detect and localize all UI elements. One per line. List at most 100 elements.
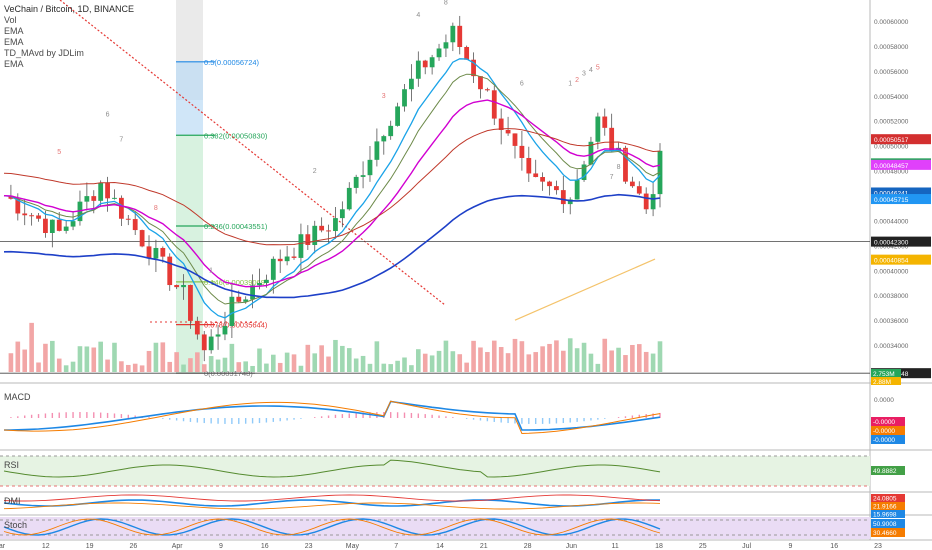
- candle-up[interactable]: [284, 256, 290, 262]
- candle-down[interactable]: [602, 116, 608, 128]
- candle-up[interactable]: [257, 283, 262, 286]
- candle-up[interactable]: [415, 60, 421, 79]
- candle-up[interactable]: [374, 141, 380, 160]
- candle-down[interactable]: [236, 296, 242, 302]
- candle-down[interactable]: [36, 215, 41, 219]
- candle-up[interactable]: [443, 42, 449, 49]
- candle-down[interactable]: [319, 225, 325, 231]
- candle-up[interactable]: [298, 234, 304, 258]
- candle-up[interactable]: [98, 183, 104, 201]
- candle-down[interactable]: [194, 320, 200, 335]
- candle-down[interactable]: [554, 186, 559, 191]
- legend-ema-3[interactable]: EMA: [4, 59, 24, 69]
- candle-up[interactable]: [595, 116, 601, 142]
- candle-down[interactable]: [125, 218, 131, 220]
- candle-up[interactable]: [339, 209, 345, 219]
- candle-down[interactable]: [526, 157, 532, 174]
- candle-down[interactable]: [540, 177, 546, 182]
- candle-up[interactable]: [581, 164, 587, 180]
- candle-up[interactable]: [360, 175, 366, 177]
- candle-down[interactable]: [29, 215, 35, 217]
- candle-down[interactable]: [636, 186, 642, 194]
- candle-down[interactable]: [560, 190, 566, 205]
- candle-up[interactable]: [153, 247, 159, 259]
- candle-down[interactable]: [22, 213, 28, 216]
- candle-down[interactable]: [629, 181, 635, 187]
- candle-up[interactable]: [381, 136, 387, 142]
- candle-up[interactable]: [112, 197, 117, 199]
- candle-down[interactable]: [533, 173, 539, 178]
- candle-up[interactable]: [402, 89, 407, 107]
- candle-up[interactable]: [215, 334, 221, 337]
- candle-down[interactable]: [160, 247, 166, 257]
- candle-down[interactable]: [43, 218, 48, 234]
- candle-down[interactable]: [132, 219, 138, 231]
- candle-down[interactable]: [484, 89, 490, 91]
- candle-up[interactable]: [222, 325, 228, 335]
- candle-down[interactable]: [478, 76, 483, 90]
- time-axis-label: 28: [524, 543, 532, 550]
- candle-down[interactable]: [512, 133, 518, 146]
- candle-up[interactable]: [450, 25, 456, 43]
- candle-up[interactable]: [367, 159, 373, 176]
- candle-up[interactable]: [208, 336, 214, 351]
- legend-ema-2[interactable]: EMA: [4, 37, 24, 47]
- candle-down[interactable]: [139, 230, 145, 247]
- candle-down[interactable]: [498, 118, 504, 131]
- candle-down[interactable]: [464, 46, 470, 60]
- candle-up[interactable]: [388, 125, 394, 137]
- candle-up[interactable]: [395, 106, 400, 126]
- candle-down[interactable]: [105, 183, 110, 199]
- candle-down[interactable]: [643, 193, 649, 210]
- candle-down[interactable]: [56, 219, 62, 231]
- candle-up[interactable]: [181, 285, 186, 288]
- candle-down[interactable]: [201, 334, 207, 351]
- legend-vol[interactable]: Vol: [4, 15, 17, 25]
- candle-down[interactable]: [305, 234, 311, 245]
- candle-up[interactable]: [270, 258, 276, 280]
- candle-up[interactable]: [229, 296, 235, 326]
- candle-down[interactable]: [623, 147, 628, 182]
- candle-up[interactable]: [588, 141, 594, 165]
- candle-down[interactable]: [422, 60, 428, 68]
- candle-up[interactable]: [429, 57, 435, 68]
- candle-up[interactable]: [353, 176, 359, 188]
- candle-down[interactable]: [91, 196, 97, 201]
- legend-td-mavd[interactable]: TD_MAvd by JDLim: [4, 48, 84, 58]
- candle-up[interactable]: [567, 199, 573, 205]
- candle-down[interactable]: [326, 230, 331, 232]
- candle-down[interactable]: [457, 25, 463, 47]
- candle-up[interactable]: [264, 279, 269, 284]
- candle-up[interactable]: [574, 179, 580, 200]
- candle-down[interactable]: [471, 59, 476, 77]
- candle-down[interactable]: [167, 256, 173, 286]
- candle-down[interactable]: [15, 198, 21, 214]
- candle-up[interactable]: [409, 78, 414, 90]
- candle-down[interactable]: [174, 285, 180, 288]
- candle-down[interactable]: [146, 246, 152, 259]
- candle-down[interactable]: [609, 127, 615, 151]
- candle-down[interactable]: [491, 90, 497, 119]
- candle-up[interactable]: [333, 218, 338, 232]
- candle-up[interactable]: [84, 196, 90, 202]
- candle-down[interactable]: [291, 256, 297, 258]
- candle-down[interactable]: [118, 197, 124, 219]
- candle-up[interactable]: [243, 299, 249, 302]
- candle-up[interactable]: [436, 48, 442, 58]
- candle-up[interactable]: [312, 225, 318, 245]
- candle-down[interactable]: [519, 145, 525, 158]
- candle-up[interactable]: [70, 221, 76, 227]
- candle-down[interactable]: [188, 285, 193, 321]
- candle-up[interactable]: [650, 194, 656, 210]
- candle-up[interactable]: [49, 219, 55, 234]
- candle-up[interactable]: [346, 187, 352, 210]
- candle-up[interactable]: [250, 285, 255, 300]
- candle-down[interactable]: [8, 195, 14, 199]
- candle-down[interactable]: [547, 181, 552, 187]
- candle-up[interactable]: [63, 226, 69, 231]
- legend-ema-1[interactable]: EMA: [4, 26, 24, 36]
- candle-down[interactable]: [505, 130, 511, 134]
- candle-down[interactable]: [277, 258, 283, 262]
